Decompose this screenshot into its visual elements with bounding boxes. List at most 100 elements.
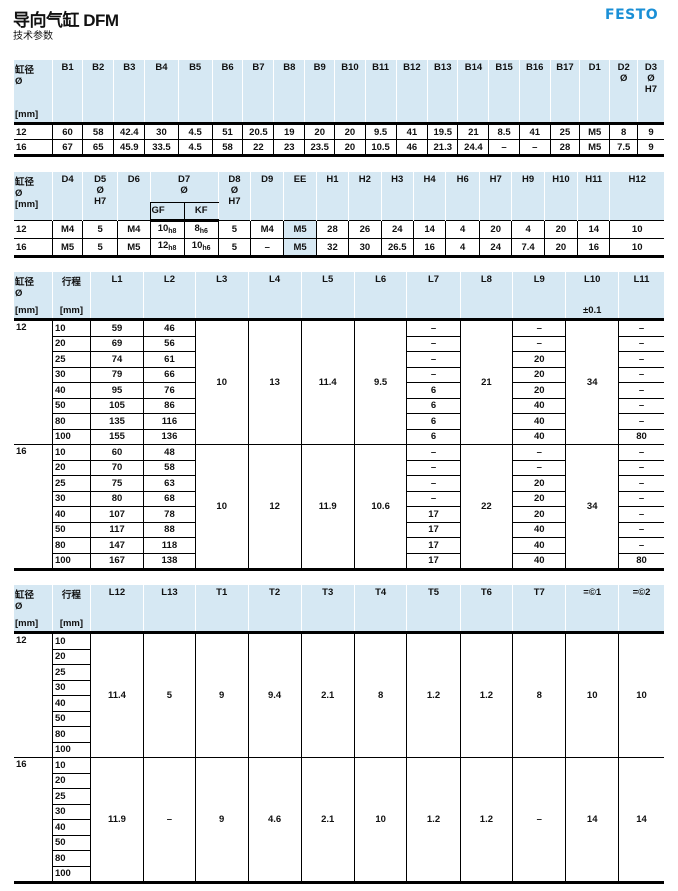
table-cell: 16 [412,238,447,258]
table-cell: 58 [211,139,244,157]
merged-cell: 8 [512,632,567,758]
table-cell: 20 [543,238,579,258]
header-unit: [mm] [59,305,84,316]
table-cell: 10 [609,220,664,239]
header-line: B5 [189,62,202,73]
table-cell: 79 [89,366,145,383]
table-cell: 23.5 [304,139,336,157]
column-header: B8 [273,60,305,125]
header-line: B4 [155,62,168,73]
header-line: Ø [230,185,239,196]
table-row: 40 95 76 6 20 – [14,382,664,399]
table-cell: 17 [406,537,461,554]
table-cell: 58 [143,459,196,476]
column-header: B16 [518,60,551,125]
table-cell: 66 [143,366,196,383]
stroke-cell: 20 [52,335,91,352]
stroke-cell: 80 [52,850,91,867]
table-cell: 6 [406,428,461,445]
table-cell: 5 [217,220,252,239]
table-cell: 63 [143,475,196,492]
header-unit: [mm] [15,305,39,316]
column-header: T6 [459,585,513,634]
column-header: B9 [304,60,335,125]
merged-cell: 9 [194,632,249,758]
header-line: T7 [533,587,545,598]
table-cell: 42.4 [113,123,146,140]
table-cell: 23 [273,139,306,157]
table-cell: 16 [577,238,611,258]
header-line: D7 [178,174,191,185]
table-cell: 21.3 [427,139,459,157]
header-line: Ø [15,76,23,87]
column-header: EE [283,172,317,221]
column-header: B13 [427,60,458,125]
table-cell: – [406,475,461,492]
table-cell: M4 [250,220,285,239]
header-line: B3 [123,62,136,73]
table-cell: 22 [242,139,275,157]
header-line: L7 [427,274,440,285]
stroke-cell: 30 [52,803,91,820]
column-header: D3 Ø H7 [637,60,664,125]
table-cell: – [618,521,664,538]
column-header: D8 Ø H7 [217,172,251,221]
festo-logo: FESTO [605,7,659,23]
header-line: T2 [269,587,281,598]
table-row: 100 [14,865,664,884]
merged-cell: 1.2 [459,757,514,884]
header-line: Ø [15,188,23,199]
header-line: 行程 [61,590,81,601]
header-row: 缸径 Ø [mm] D4 D5 Ø H7 D6 D7 Ø D8 Ø H7 D9 EE H1 H2 H3 H4 H6 H7… [14,172,664,221]
column-header: B12 [395,60,428,125]
cell-tolerance: h6 [202,245,211,252]
header-line: H10 [552,174,570,185]
column-header: L13 [143,585,196,634]
stroke-cell: 80 [52,413,91,430]
table-cell: 20 [512,475,567,492]
table-cell: 48 [143,444,196,461]
header-line: L6 [375,274,387,285]
header-subrow: GF KF [14,202,664,222]
column-header: H6 [445,172,480,221]
table-cell: 155 [89,428,145,445]
table-row: 16 M5 5 M5 12h8 10h6 5– M5 32 30 26.5 16 4 24 7.4 20 16 1… [14,238,664,258]
table-cell: – [512,319,567,337]
table-cell: 95 [89,382,145,399]
column-header: L8 [459,272,513,321]
table-cell: 51 [211,123,244,140]
column-header: B2 [82,60,114,125]
header-line: D9 [261,174,274,185]
header-line: B12 [403,62,421,73]
header-line: 缸径 [15,590,35,601]
header-line: B10 [341,62,359,73]
merged-cell: 12 [247,444,302,571]
table-cell: 40 [512,428,567,445]
header-line: B9 [313,62,326,73]
column-header: H3 [380,172,414,221]
column-header: L11 [618,272,664,321]
cell-tolerance: h8 [168,245,177,252]
table-cell: 105 [89,397,145,414]
table-cell: 65 [82,139,115,157]
table-cell: – [618,506,664,523]
header-line: L4 [269,274,281,285]
table-cell: – [406,444,461,461]
table-cell: 20 [512,490,567,507]
header-line: H4 [423,174,436,185]
stroke-cell: 25 [52,475,91,492]
header-line: D5 [94,174,107,185]
table-cell: – [618,475,664,492]
table-cell: – [618,319,664,337]
table-cell: 20 [512,366,567,383]
table-cell: 20 [479,220,513,239]
merged-cell: 8 [353,632,408,758]
table-cell: 12h8 [149,238,185,258]
header-line: L8 [480,274,492,285]
table-cell: – [512,335,567,352]
table-cell: 67 [51,139,84,157]
bore-cell: 16 [14,444,53,571]
stroke-cell: 25 [52,788,91,805]
table-cell: 10h8 [149,220,185,239]
table-cell: 135 [89,413,145,430]
